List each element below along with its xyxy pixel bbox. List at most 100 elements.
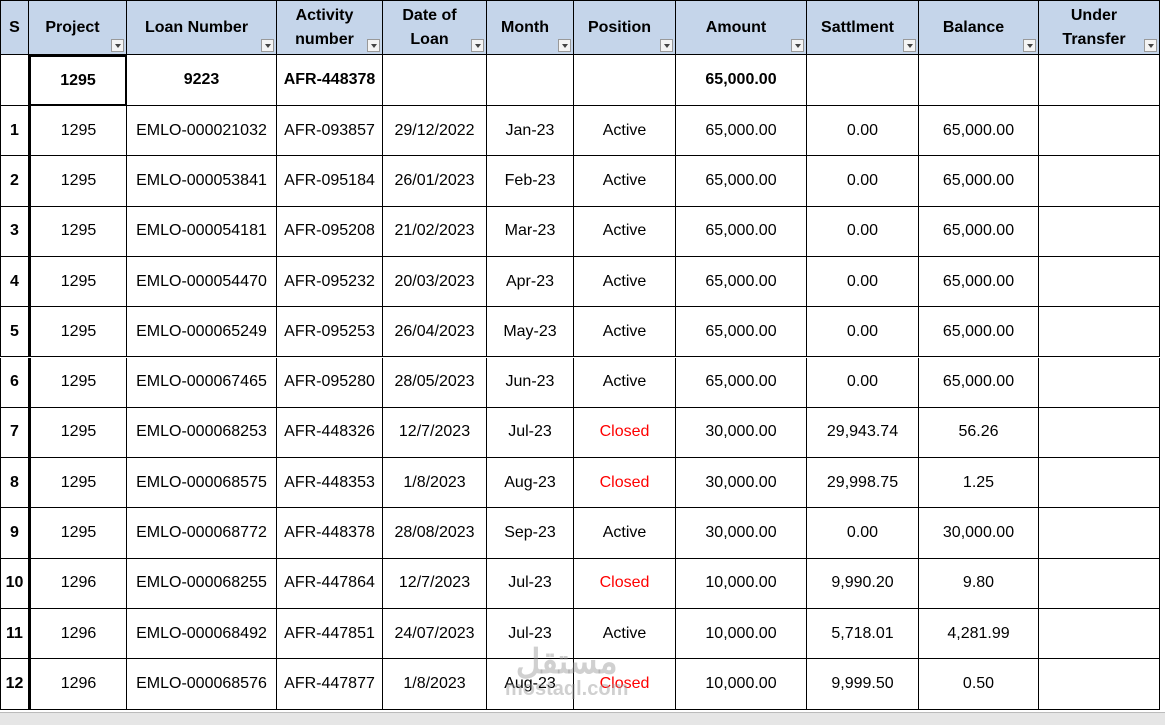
cell[interactable]: EMLO-000068772 — [127, 508, 277, 559]
cell[interactable]: AFR-447877 — [277, 659, 383, 710]
cell[interactable]: 1295 — [29, 407, 127, 459]
cell[interactable]: 1 — [0, 106, 29, 157]
cell[interactable]: Aug-23 — [487, 458, 574, 509]
cell[interactable]: EMLO-000068576 — [127, 659, 277, 710]
cell[interactable]: 8 — [0, 458, 29, 509]
cell[interactable]: 10,000.00 — [676, 558, 807, 609]
cell[interactable]: 29,998.75 — [807, 458, 919, 509]
cell[interactable]: AFR-448326 — [277, 407, 383, 459]
cell[interactable]: 3 — [0, 206, 29, 257]
cell[interactable]: Mar-23 — [487, 206, 574, 257]
cell[interactable]: 1295 — [29, 508, 127, 559]
cell[interactable]: 5,718.01 — [807, 609, 919, 660]
cell[interactable] — [1039, 156, 1160, 207]
cell[interactable]: Closed — [574, 407, 676, 459]
cell[interactable]: 20/03/2023 — [383, 256, 487, 308]
cell[interactable]: Closed — [574, 558, 676, 609]
cell[interactable]: AFR-095280 — [277, 357, 383, 408]
cell[interactable]: 29/12/2022 — [383, 106, 487, 157]
cell[interactable]: 28/05/2023 — [383, 357, 487, 408]
cell[interactable]: Jun-23 — [487, 357, 574, 408]
filter-button[interactable] — [558, 39, 571, 52]
cell[interactable]: 1295 — [29, 206, 127, 257]
cell[interactable]: 65,000.00 — [676, 106, 807, 157]
cell[interactable]: EMLO-000053841 — [127, 156, 277, 207]
cell[interactable]: 9,999.50 — [807, 659, 919, 710]
cell[interactable]: May-23 — [487, 307, 574, 358]
cell[interactable]: 65,000.00 — [919, 307, 1039, 358]
filter-button[interactable] — [791, 39, 804, 52]
cell[interactable]: 6 — [0, 357, 29, 408]
cell[interactable]: 0.00 — [807, 156, 919, 207]
cell[interactable] — [1039, 256, 1160, 308]
cell[interactable]: 0.00 — [807, 307, 919, 358]
cell[interactable]: 65,000.00 — [676, 307, 807, 358]
filter-button[interactable] — [111, 39, 124, 52]
cell[interactable]: 65,000.00 — [676, 256, 807, 308]
cell[interactable]: EMLO-000067465 — [127, 357, 277, 408]
cell[interactable]: AFR-093857 — [277, 106, 383, 157]
cell[interactable]: EMLO-000068575 — [127, 458, 277, 509]
cell[interactable]: 65,000.00 — [676, 357, 807, 408]
cell[interactable] — [1039, 407, 1160, 459]
cell[interactable]: 30,000.00 — [676, 458, 807, 509]
cell[interactable]: 7 — [0, 407, 29, 459]
cell[interactable]: 1.25 — [919, 458, 1039, 509]
cell[interactable]: 1295 — [29, 106, 127, 157]
cell[interactable]: 12/7/2023 — [383, 558, 487, 609]
cell[interactable]: Active — [574, 307, 676, 358]
cell[interactable]: Closed — [574, 458, 676, 509]
cell[interactable]: 30,000.00 — [919, 508, 1039, 559]
cell[interactable]: 10,000.00 — [676, 659, 807, 710]
cell[interactable]: EMLO-000054470 — [127, 256, 277, 308]
cell[interactable]: 1295 — [29, 307, 127, 358]
cell[interactable]: 1/8/2023 — [383, 659, 487, 710]
cell[interactable]: 1295 — [29, 458, 127, 509]
cell[interactable]: 9 — [0, 508, 29, 559]
cell[interactable]: 28/08/2023 — [383, 508, 487, 559]
cell[interactable]: 65,000.00 — [676, 206, 807, 257]
cell[interactable]: 29,943.74 — [807, 407, 919, 459]
cell[interactable]: AFR-095208 — [277, 206, 383, 257]
cell[interactable]: 65,000.00 — [919, 106, 1039, 157]
cell[interactable]: AFR-447851 — [277, 609, 383, 660]
cell[interactable]: Active — [574, 106, 676, 157]
cell[interactable]: 9,990.20 — [807, 558, 919, 609]
cell[interactable]: Active — [574, 357, 676, 408]
cell[interactable]: 12/7/2023 — [383, 407, 487, 459]
cell[interactable]: AFR-095253 — [277, 307, 383, 358]
cell[interactable]: 0.00 — [807, 508, 919, 559]
cell[interactable]: 65,000.00 — [919, 156, 1039, 207]
cell[interactable]: 21/02/2023 — [383, 206, 487, 257]
cell[interactable]: Jul-23 — [487, 407, 574, 459]
cell[interactable]: AFR-448378 — [277, 508, 383, 559]
cell[interactable]: 26/01/2023 — [383, 156, 487, 207]
cell[interactable]: EMLO-000065249 — [127, 307, 277, 358]
cell[interactable]: 65,000.00 — [919, 206, 1039, 257]
cell[interactable]: Active — [574, 508, 676, 559]
cell[interactable]: 30,000.00 — [676, 508, 807, 559]
cell[interactable]: EMLO-000054181 — [127, 206, 277, 257]
cell[interactable]: 65,000.00 — [676, 156, 807, 207]
filter-button[interactable] — [261, 39, 274, 52]
cell[interactable] — [1039, 206, 1160, 257]
cell[interactable]: 10 — [0, 558, 29, 609]
cell[interactable] — [1039, 659, 1160, 710]
cell[interactable]: Apr-23 — [487, 256, 574, 308]
cell[interactable]: 11 — [0, 609, 29, 660]
cell[interactable]: 1296 — [29, 609, 127, 660]
cell[interactable]: 1295 — [29, 156, 127, 207]
cell[interactable]: 24/07/2023 — [383, 609, 487, 660]
filter-button[interactable] — [471, 39, 484, 52]
cell[interactable]: Active — [574, 609, 676, 660]
cell[interactable]: 5 — [0, 307, 29, 358]
cell[interactable]: 1296 — [29, 659, 127, 710]
cell[interactable]: AFR-095184 — [277, 156, 383, 207]
cell[interactable] — [1039, 609, 1160, 660]
cell[interactable]: EMLO-000068255 — [127, 558, 277, 609]
cell[interactable]: Jan-23 — [487, 106, 574, 157]
cell[interactable]: 1/8/2023 — [383, 458, 487, 509]
cell[interactable]: Jul-23 — [487, 609, 574, 660]
filter-button[interactable] — [1023, 39, 1036, 52]
cell[interactable]: 9.80 — [919, 558, 1039, 609]
